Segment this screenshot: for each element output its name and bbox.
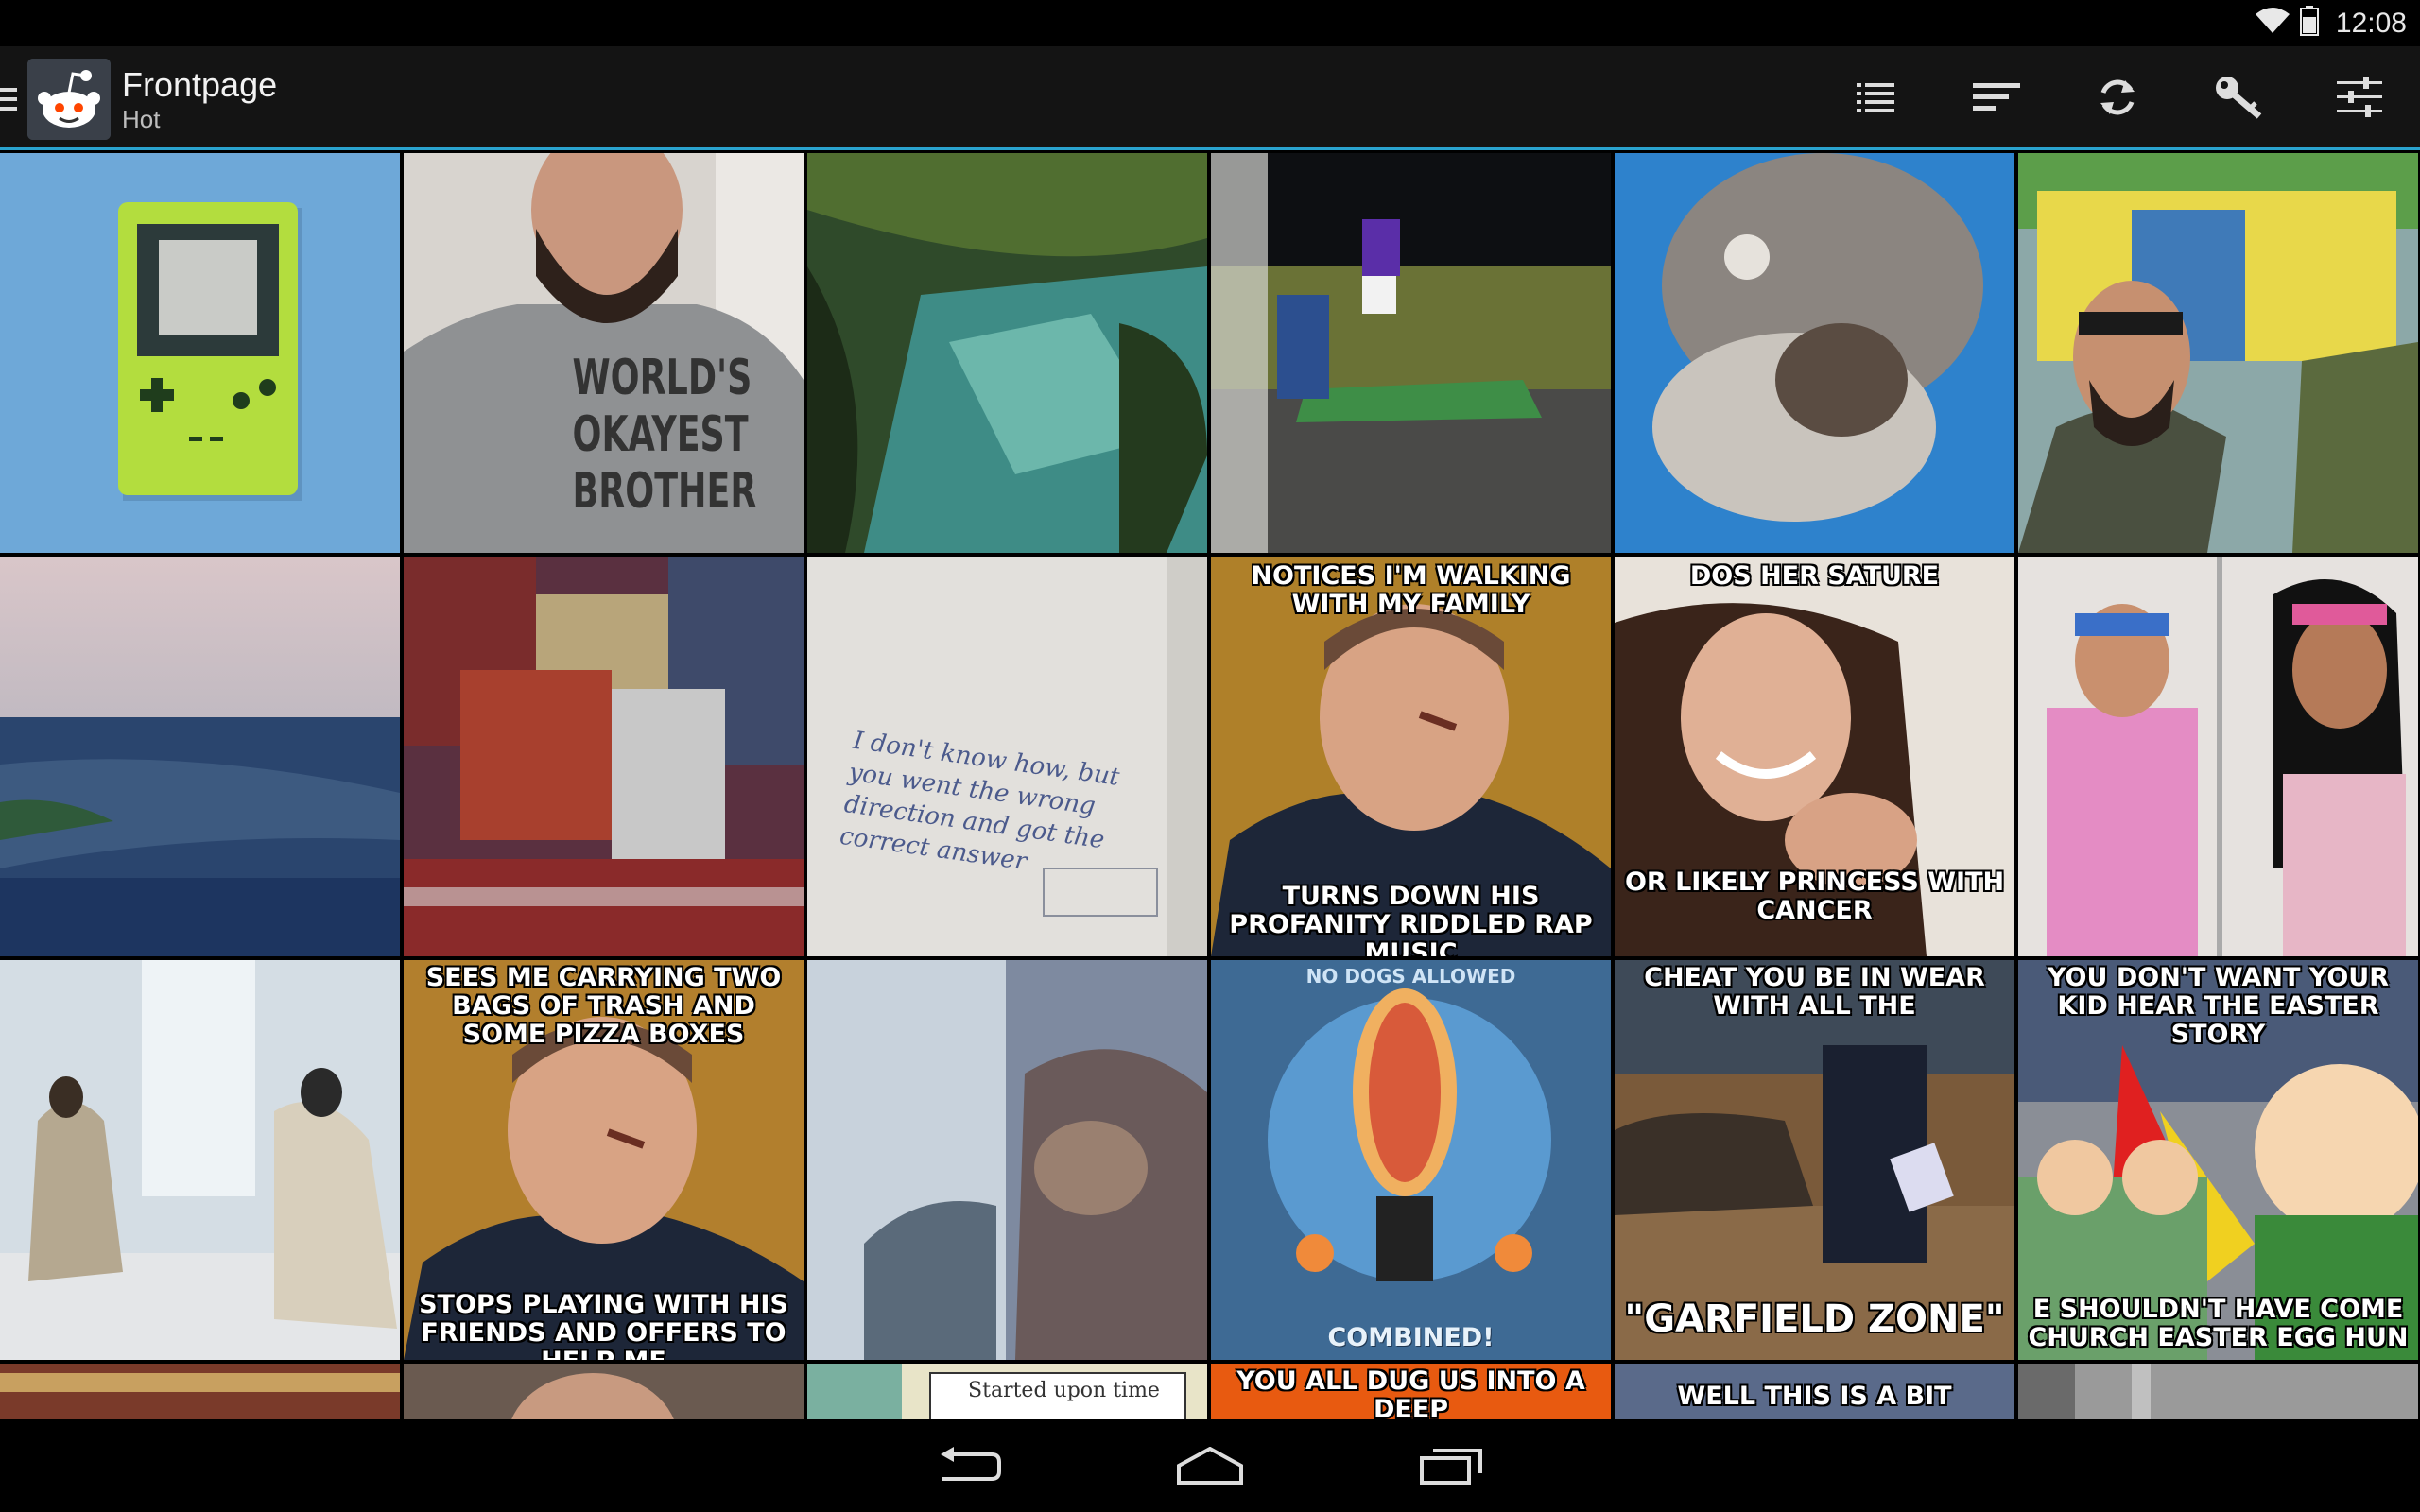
key-icon	[2216, 76, 2262, 119]
status-icons: 12:08	[2255, 0, 2407, 46]
image-grid: WORLD'S OKAYEST BROTHER	[0, 153, 2420, 1419]
back-button[interactable]	[911, 1435, 1025, 1497]
good-guy-greg-image	[1211, 557, 1611, 956]
grid-thumbnail-landscape[interactable]	[0, 557, 400, 956]
recents-icon	[1420, 1449, 1482, 1485]
grid-thumbnail-gameboy[interactable]	[0, 153, 400, 553]
grid-thumbnail-row4-4[interactable]: YOU ALL DUG US INTO A DEEP	[1211, 1364, 1611, 1419]
meme-bottom-text: "GARFIELD ZONE"	[1624, 1297, 2005, 1341]
grid-thumbnail-okayest-brother[interactable]: WORLD'S OKAYEST BROTHER	[404, 153, 804, 553]
sort-icon	[1973, 82, 2020, 111]
grid-thumbnail-whiteboard-note[interactable]: I don't know how, but you went the wrong…	[807, 557, 1207, 956]
grid-thumbnail-good-guy-meme-2[interactable]: SEES ME CARRYING TWO BAGS OF TRASH AND S…	[404, 960, 804, 1360]
meme-bottom-text: OR LIKELY PRINCESS WITH CANCER	[1624, 868, 2005, 925]
refresh-button[interactable]	[2057, 46, 2178, 147]
home-button[interactable]	[1153, 1435, 1267, 1497]
festival-man-photo	[2018, 153, 2418, 553]
meme-top-text: DOS HER SATURE	[1689, 561, 1940, 591]
comic-image	[807, 1364, 1207, 1419]
meme-bottom-text: TURNS DOWN HIS PROFANITY RIDDLED RAP MUS…	[1229, 882, 1593, 957]
shirt-top-text: NO DOGS ALLOWED	[1305, 965, 1516, 988]
battery-icon	[2299, 6, 2319, 41]
thumbnail-image	[2018, 1364, 2418, 1419]
reddit-alien-icon	[27, 59, 111, 140]
thumbnail-image	[404, 1364, 804, 1419]
jungle-pool-photo	[807, 153, 1207, 553]
drawer-icon[interactable]	[0, 86, 19, 112]
shirt-text-line2: OKAYEST	[572, 406, 749, 463]
recents-button[interactable]	[1395, 1435, 1509, 1497]
grid-thumbnail-ice-hall[interactable]	[0, 960, 400, 1360]
settings-button[interactable]	[2299, 46, 2420, 147]
grid-thumbnail-waterfall[interactable]	[807, 960, 1207, 1360]
gameboy-image	[0, 153, 400, 553]
grid-thumbnail-kitten[interactable]	[1615, 153, 2014, 553]
wifi-icon	[2255, 7, 2290, 40]
login-button[interactable]	[2178, 46, 2299, 147]
grid-thumbnail-south-park[interactable]: YOU DON'T WANT YOUR KID HEAR THE EASTER …	[2018, 960, 2418, 1360]
meme-bottom-text: STOPS PLAYING WITH HIS FRIENDS AND OFFER…	[419, 1290, 788, 1361]
shirt-text-line1: WORLD'S	[572, 350, 752, 406]
grid-thumbnail-festival-man[interactable]	[2018, 153, 2418, 553]
clock: 12:08	[2335, 7, 2407, 39]
good-guy-greg-image	[404, 960, 804, 1360]
thumbnail-image	[0, 1364, 400, 1419]
grid-thumbnail-row4-3[interactable]: Started upon time	[807, 1364, 1207, 1419]
meme-bottom-text: E SHOULDN'T HAVE COME CHURCH EASTER EGG …	[2028, 1295, 2409, 1352]
meme-image	[1211, 1364, 1611, 1419]
grid-thumbnail-row4-1[interactable]	[0, 1364, 400, 1419]
grid-thumbnail-good-guy-meme-1[interactable]: NOTICES I'M WALKING WITH MY FAMILY TURNS…	[1211, 557, 1611, 956]
grid-thumbnail-row4-2[interactable]	[404, 1364, 804, 1419]
hotdog-shirt-image	[1211, 960, 1611, 1360]
south-park-image	[2018, 960, 2418, 1360]
grid-thumbnail-driving-range[interactable]	[1211, 153, 1611, 553]
refresh-icon	[2100, 79, 2135, 114]
meme-top-text: CHEAT YOU BE IN WEAR WITH ALL THE	[1644, 963, 1985, 1021]
shirt-bottom-text: COMBINED!	[1327, 1323, 1495, 1352]
status-bar: 12:08	[0, 0, 2420, 46]
ice-hall-photo	[0, 960, 400, 1360]
meme-top-text: YOU ALL DUG US INTO A DEEP	[1236, 1366, 1585, 1420]
sort-button[interactable]	[1936, 46, 2057, 147]
meme-image	[1615, 1364, 2014, 1419]
back-icon	[941, 1447, 1001, 1481]
page-title: Frontpage	[122, 65, 278, 104]
home-icon	[1177, 1447, 1243, 1485]
kitten-photo	[1615, 153, 2014, 553]
smiling-girl-image	[1615, 557, 2014, 956]
meme-top-text: SEES ME CARRYING TWO BAGS OF TRASH AND S…	[425, 963, 782, 1049]
note-paper-photo	[807, 557, 1207, 956]
navigation-bar	[0, 1419, 2420, 1512]
action-buttons	[1815, 46, 2420, 147]
grid-thumbnail-jungle-pool[interactable]	[807, 153, 1207, 553]
meme-top-text: WELL THIS IS A BIT	[1677, 1382, 1952, 1411]
sort-subtitle: Hot	[122, 105, 161, 133]
app-logo[interactable]	[27, 59, 111, 140]
title-block[interactable]: Frontpage Hot	[122, 65, 277, 133]
garfield-zone-image	[1615, 960, 2014, 1360]
list-icon	[1857, 82, 1894, 112]
grid-thumbnail-row4-5[interactable]: WELL THIS IS A BIT	[1615, 1364, 2014, 1419]
grid-thumbnail-hotdog-shirt[interactable]: NO DOGS ALLOWED COMBINED!	[1211, 960, 1611, 1360]
bearded-man-photo	[404, 153, 804, 553]
grid-thumbnail-pixel-art[interactable]	[404, 557, 804, 956]
landscape-photo	[0, 557, 400, 956]
grid-thumbnail-garfield-zone[interactable]: CHEAT YOU BE IN WEAR WITH ALL THE "GARFI…	[1615, 960, 2014, 1360]
costume-girls-photo	[2018, 557, 2418, 956]
meme-top-text: YOU DON'T WANT YOUR KID HEAR THE EASTER …	[2047, 963, 2390, 1049]
action-bar: Frontpage Hot	[0, 46, 2420, 150]
list-view-button[interactable]	[1815, 46, 1936, 147]
settings-sliders-icon	[2337, 76, 2382, 117]
grid-thumbnail-costume-girls[interactable]	[2018, 557, 2418, 956]
shirt-text-line3: BROTHER	[572, 463, 757, 520]
grid-thumbnail-girl-meme[interactable]: DOS HER SATURE OR LIKELY PRINCESS WITH C…	[1615, 557, 2014, 956]
grid-thumbnail-row4-6[interactable]	[2018, 1364, 2418, 1419]
comic-caption: Started upon time	[968, 1379, 1160, 1402]
golf-range-photo	[1211, 153, 1611, 553]
waterfall-photo	[807, 960, 1207, 1360]
meme-top-text: NOTICES I'M WALKING WITH MY FAMILY	[1251, 561, 1571, 619]
pixel-scene-image	[404, 557, 804, 956]
